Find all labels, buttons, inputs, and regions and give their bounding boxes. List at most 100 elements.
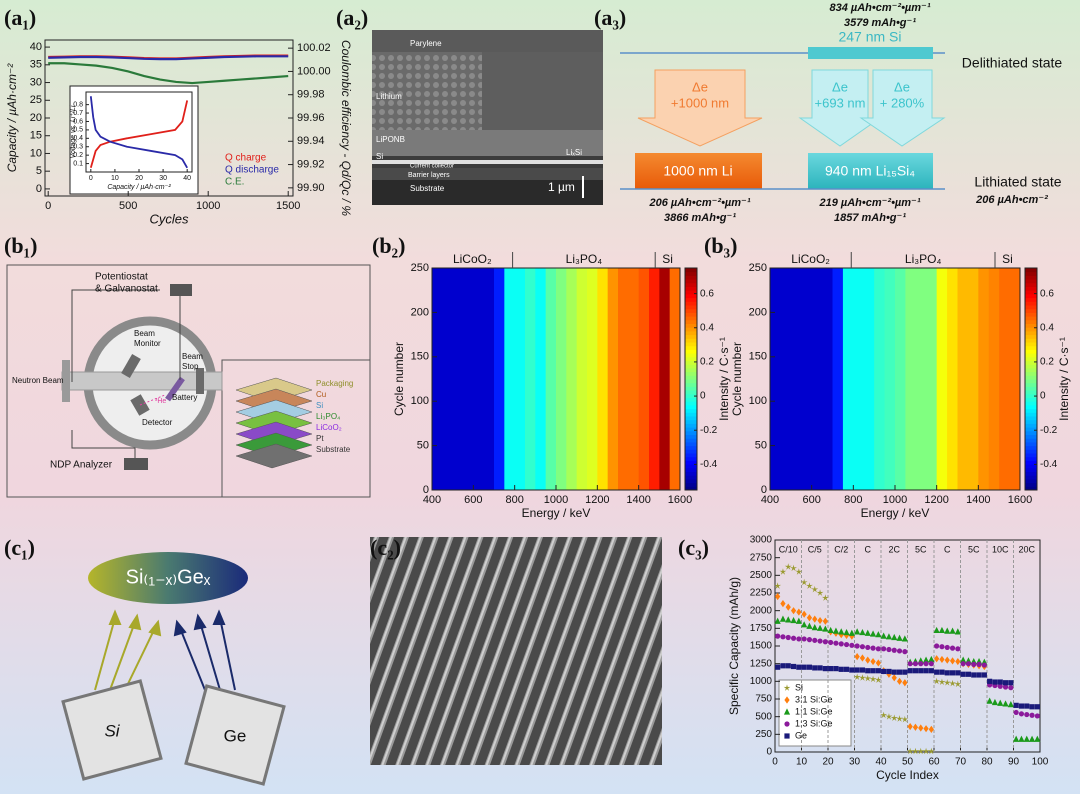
- heat-cell: [874, 268, 885, 490]
- b1-label: NDP Analyzer: [50, 460, 113, 471]
- y-tick-label: 35: [30, 59, 42, 71]
- si-flux: [94, 609, 162, 691]
- colorbar-step: [1025, 349, 1037, 354]
- colorbar-tick-label: 0.6: [700, 288, 714, 299]
- data-point: [774, 582, 782, 589]
- heat-cell: [853, 268, 865, 490]
- colorbar-step: [685, 327, 697, 332]
- delta-label: Δe: [692, 79, 708, 94]
- colorbar-step: [685, 427, 697, 432]
- colorbar-step: [685, 297, 697, 302]
- layer-label: Substrate: [316, 445, 351, 454]
- data-point: [865, 656, 871, 664]
- legend-marker: [784, 733, 790, 739]
- panel-label: (c₂): [370, 535, 401, 560]
- data-point: [902, 669, 908, 675]
- colorbar-tick-label: 0.4: [1040, 322, 1054, 333]
- data-point: [790, 564, 797, 572]
- y-tick-label: 50: [417, 440, 429, 452]
- data-point: [870, 657, 876, 666]
- colorbar-step: [685, 393, 697, 398]
- he3-path: [139, 394, 166, 406]
- colorbar-step: [685, 286, 697, 291]
- sem-lithium: [372, 52, 482, 130]
- colorbar-label: Intensity / C·s⁻¹: [717, 337, 731, 421]
- plot-frame: [431, 267, 681, 491]
- colorbar-step: [1025, 293, 1037, 299]
- legend-entry: Q discharge: [225, 165, 279, 176]
- data-point: [854, 667, 860, 673]
- data-point: [1034, 704, 1040, 710]
- colorbar-step: [1025, 397, 1037, 402]
- data-point: [933, 677, 941, 685]
- heat-cell: [842, 268, 854, 490]
- data-point: [849, 667, 855, 673]
- x-axis-label: Energy / keV: [861, 506, 930, 520]
- data-point: [870, 668, 876, 674]
- data-point: [775, 664, 781, 670]
- heat-cell: [999, 268, 1010, 490]
- data-point: [854, 628, 861, 635]
- data-point: [1013, 702, 1019, 708]
- colorbar-step: [1025, 445, 1037, 450]
- data-point: [928, 725, 934, 733]
- data-point: [833, 666, 839, 672]
- data-point: [775, 592, 781, 601]
- data-point: [939, 669, 945, 675]
- colorbar-step: [1025, 416, 1037, 421]
- data-point: [901, 715, 909, 723]
- colorbar-step: [1025, 275, 1037, 280]
- data-point: [849, 642, 855, 648]
- rate-label: 5C: [915, 544, 927, 554]
- ge-flux: [173, 609, 236, 691]
- data-point: [785, 663, 791, 669]
- region-label: LiCoO₂: [453, 252, 492, 266]
- y-tick-label: 2500: [750, 570, 773, 581]
- data-point: [906, 747, 914, 755]
- region-label: Li₃PO₄: [905, 252, 942, 266]
- y-tick-label: 250: [755, 729, 772, 740]
- colorbar-step: [685, 334, 697, 339]
- x-tick-label: 20: [822, 757, 834, 768]
- data-point: [885, 633, 893, 640]
- data-point: [854, 643, 860, 649]
- heat-cell: [504, 268, 516, 490]
- data-point: [949, 679, 956, 687]
- colorbar-step: [685, 453, 697, 458]
- data-point: [917, 747, 925, 755]
- data-point: [1034, 713, 1040, 719]
- y-tick-label: 2000: [750, 605, 773, 616]
- wire: [71, 430, 136, 458]
- heat-cell: [463, 268, 474, 490]
- heat-cell: [473, 268, 485, 490]
- data-point: [1013, 709, 1019, 716]
- series-line: [89, 96, 188, 169]
- colorbar-step: [1025, 475, 1037, 480]
- colorbar-step: [1025, 486, 1037, 491]
- data-point: [1002, 680, 1009, 686]
- legend-marker: [784, 721, 790, 727]
- layer-label: Si: [316, 401, 323, 410]
- region-label: Si: [1002, 252, 1013, 266]
- si-label: Si: [104, 721, 120, 740]
- colorbar-step: [685, 360, 697, 365]
- data-point: [796, 664, 802, 670]
- colorbar-step: [685, 379, 697, 384]
- x-tick-label: 100: [1032, 757, 1049, 768]
- li-box-label: 1000 nm Li: [663, 163, 732, 179]
- data-point: [812, 615, 818, 623]
- colorbar-step: [1025, 282, 1037, 287]
- data-point: [838, 666, 844, 672]
- data-point: [1029, 704, 1035, 710]
- data-point: [912, 747, 919, 755]
- data-point: [971, 661, 977, 667]
- colorbar-tick-label: 0: [1040, 391, 1046, 402]
- b1-label: Beam: [182, 352, 203, 361]
- heat-cell: [659, 268, 671, 490]
- panel-label: (b₃): [704, 233, 737, 258]
- sem-label: Substrate: [410, 184, 445, 193]
- series-line: [89, 100, 189, 169]
- data-point: [943, 679, 951, 686]
- data-point: [796, 636, 802, 642]
